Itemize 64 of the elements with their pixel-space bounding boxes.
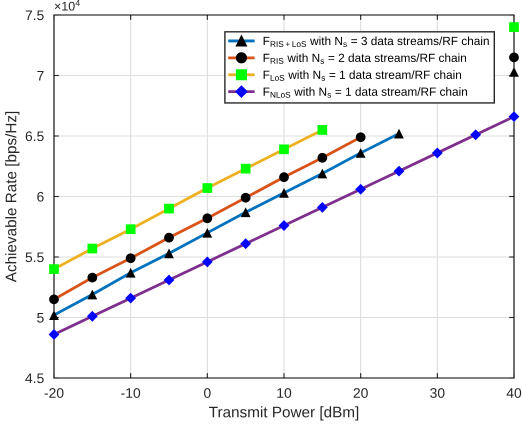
point	[202, 228, 212, 238]
point	[49, 294, 59, 304]
x-axis-title: Transmit Power [dBm]	[209, 406, 358, 420]
point	[202, 256, 213, 268]
point	[508, 111, 520, 122]
point	[279, 144, 289, 154]
point	[202, 183, 212, 193]
x-tick-label: 40	[506, 388, 522, 398]
x-tick-label: 0	[204, 388, 211, 398]
point	[279, 188, 289, 198]
point	[48, 329, 60, 340]
point	[202, 213, 212, 224]
point	[317, 125, 328, 135]
text: ×10$^{4}$	[54, 0, 80, 11]
point	[355, 184, 366, 195]
point	[126, 253, 136, 264]
point	[164, 248, 174, 258]
point	[317, 168, 328, 178]
point	[87, 272, 98, 282]
point	[432, 148, 443, 158]
point	[164, 274, 174, 286]
point	[164, 204, 174, 214]
point	[126, 268, 136, 278]
point	[356, 148, 366, 158]
point	[240, 207, 251, 218]
point	[125, 292, 136, 304]
point	[87, 290, 98, 300]
point	[86, 310, 98, 322]
legend-label: F$_{RIS}$ with N$_{s}$ = 2 data streams/RF chain	[264, 53, 466, 64]
y-tick-label: 7	[37, 70, 44, 81]
y-axis-title: Achievable Rate [bps/Hz]	[5, 112, 20, 282]
point	[509, 22, 519, 32]
x-tick-label: 30	[430, 388, 445, 398]
point	[317, 152, 328, 163]
point	[126, 224, 136, 234]
point	[356, 132, 366, 142]
point	[164, 232, 174, 242]
point	[279, 172, 289, 182]
point	[49, 310, 59, 320]
point	[316, 202, 328, 213]
point	[394, 166, 404, 176]
legend-label: F$_{NLoS}$ with N$_{s}$ = 1 data stream/RF chain	[264, 87, 467, 98]
y-tick-label: 4.5	[25, 373, 44, 384]
point	[509, 67, 519, 77]
y-tick-label: 5	[37, 312, 44, 323]
point	[49, 264, 59, 274]
point	[240, 164, 251, 174]
legend-label: F$_{LoS}$ with N$_{s}$ = 1 data stream/RF chain	[264, 70, 462, 81]
x-tick-label: -10	[121, 388, 140, 398]
point	[278, 220, 290, 231]
x-tick-label: 10	[277, 388, 292, 398]
point	[394, 128, 404, 138]
y-tick-label: 6	[37, 192, 44, 202]
point	[470, 129, 482, 140]
point	[509, 52, 519, 62]
y-tick-label: 5.5	[26, 252, 44, 262]
x-tick-label: 20	[354, 388, 368, 398]
point	[240, 192, 251, 203]
point	[87, 244, 98, 254]
legend-label: F$_{RIS+LoS}$ with N$_{s}$ = 3 data streams/RF chain	[264, 36, 489, 47]
y-tick-label: 7.5	[26, 10, 44, 20]
x-tick-label: -20	[44, 388, 64, 398]
point	[240, 238, 252, 250]
y-tick-label: 6.5	[26, 131, 44, 142]
